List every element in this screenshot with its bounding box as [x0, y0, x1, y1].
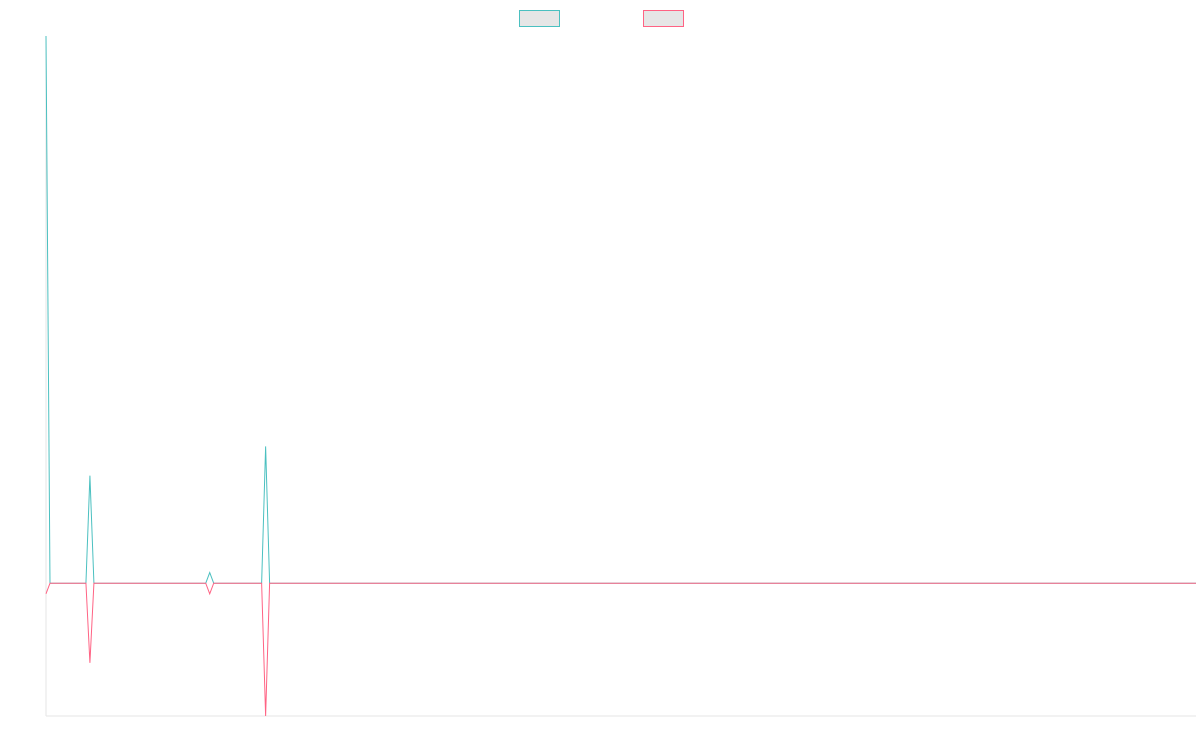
legend-swatch-2[interactable]	[643, 10, 684, 27]
legend-item-2[interactable]	[643, 10, 684, 27]
legend-swatch-1[interactable]	[519, 10, 560, 27]
series-line-1	[45, 35, 1196, 584]
chart-legend	[519, 10, 684, 27]
chart-axes	[45, 36, 1196, 717]
series-line-2	[45, 582, 1196, 717]
chart-plot-area	[45, 35, 1196, 717]
legend-item-1[interactable]	[519, 10, 560, 27]
